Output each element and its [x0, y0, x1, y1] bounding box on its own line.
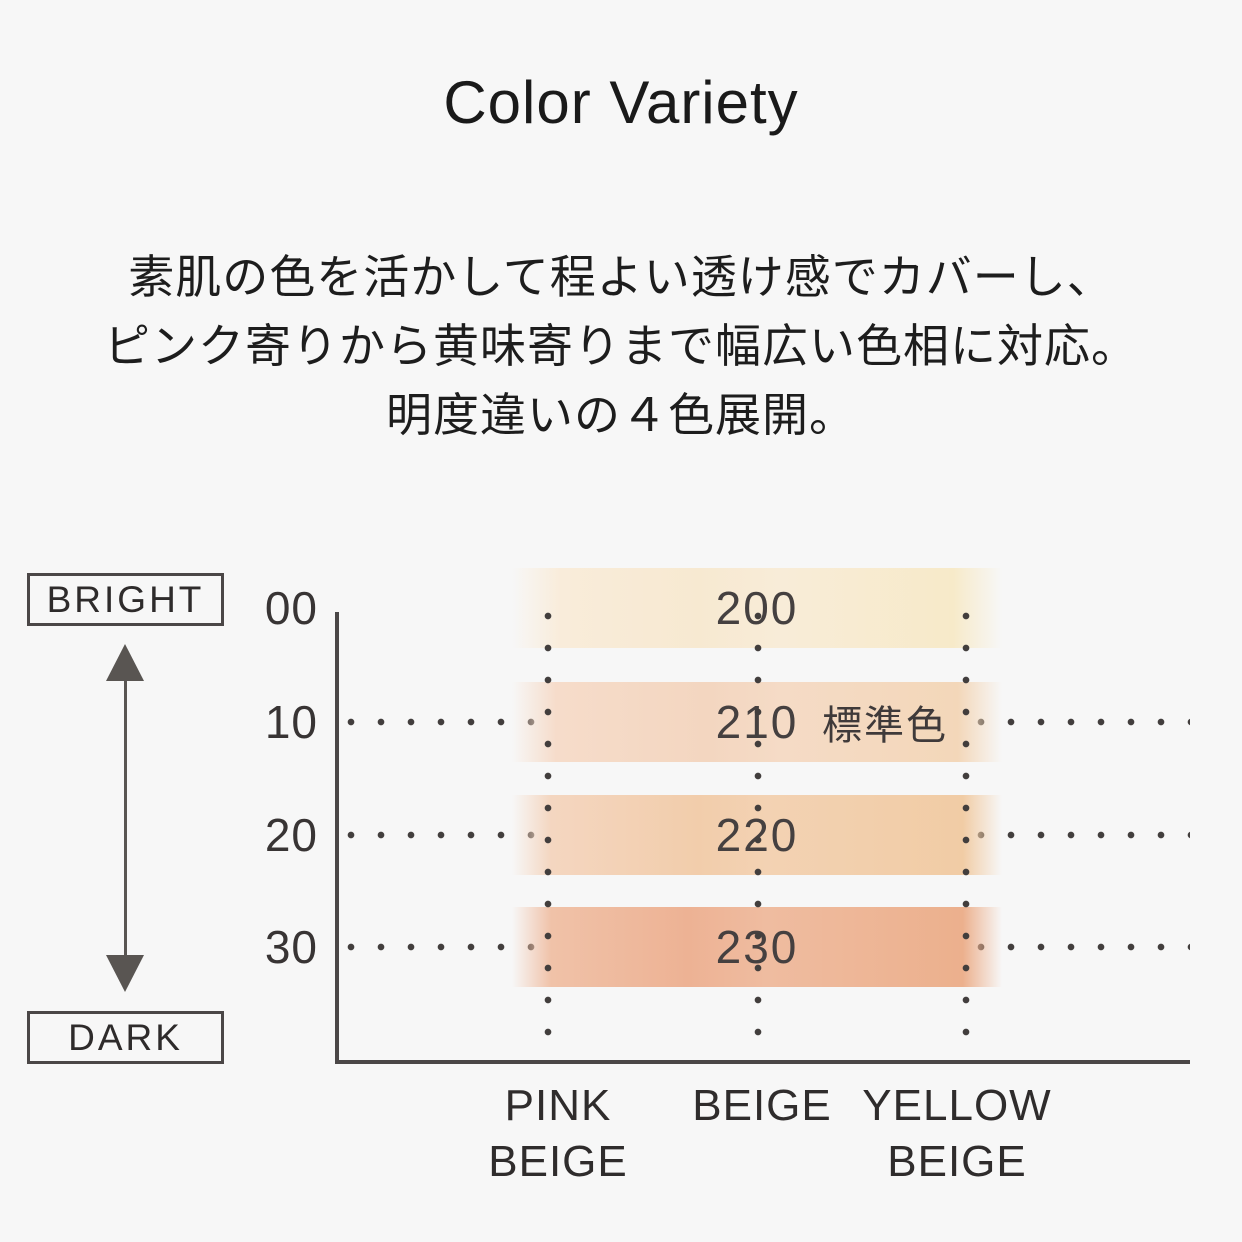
- dark-label: DARK: [68, 1016, 183, 1058]
- y-tick-00: 00: [264, 582, 318, 634]
- description-line-2: ピンク寄りから黄味寄りまで幅広い色相に対応。: [104, 320, 1138, 372]
- standard-color-note: 標準色: [822, 704, 948, 748]
- y-tick-10: 10: [264, 696, 318, 748]
- x-axis-line: [335, 1060, 1190, 1064]
- up-arrowhead-icon: [106, 644, 144, 681]
- gridline-col-yellow-beige: [962, 600, 970, 1058]
- x-label-yellow-beige: YELLOW BEIGE: [862, 1078, 1051, 1190]
- bright-label-box: BRIGHT: [27, 573, 224, 626]
- x-label-beige-line1: BEIGE: [692, 1081, 832, 1130]
- page-title: Color Variety: [443, 69, 799, 136]
- y-tick-20: 20: [264, 809, 318, 861]
- bright-label: BRIGHT: [46, 578, 205, 620]
- gridline-col-pink-beige: [544, 600, 552, 1058]
- gridline-col-beige: [754, 600, 762, 1058]
- description-line-3: 明度違いの４色展開。: [386, 389, 856, 441]
- dark-label-box: DARK: [27, 1011, 224, 1064]
- x-label-yellow-beige-line2: BEIGE: [887, 1137, 1027, 1186]
- x-label-yellow-beige-line1: YELLOW: [862, 1081, 1052, 1130]
- description-line-1: 素肌の色を活かして程よい透け感でカバーし、: [128, 251, 1114, 303]
- x-label-pink-beige: PINK BEIGE: [488, 1078, 628, 1190]
- description-paragraph: 素肌の色を活かして程よい透け感でカバーし、 ピンク寄りから黄味寄りまで幅広い色相…: [0, 243, 1242, 450]
- x-label-beige: BEIGE: [692, 1078, 832, 1134]
- down-arrowhead-icon: [106, 955, 144, 992]
- x-label-pink-beige-line1: PINK: [504, 1081, 612, 1130]
- brightness-arrow: [124, 668, 127, 966]
- x-label-pink-beige-line2: BEIGE: [488, 1137, 628, 1186]
- y-tick-30: 30: [264, 921, 318, 973]
